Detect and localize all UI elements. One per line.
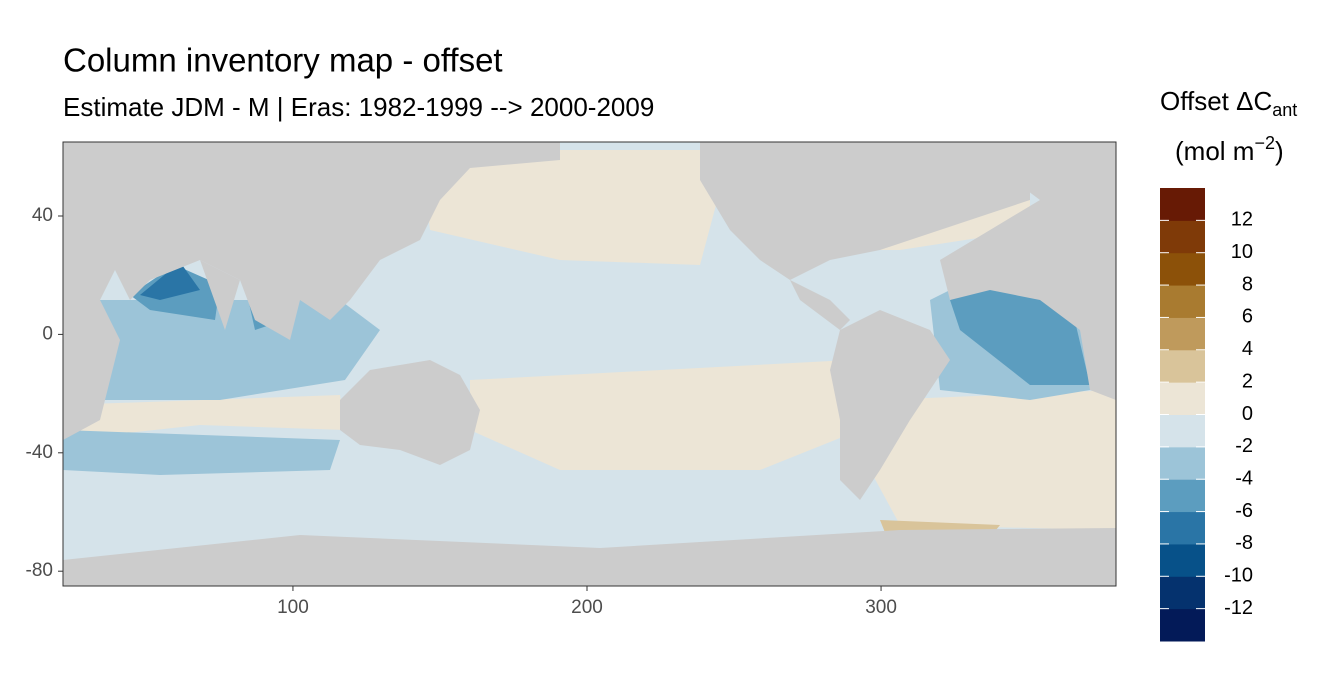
y-tick-label: -80 bbox=[26, 560, 53, 581]
colorbar-label: 6 bbox=[1242, 306, 1253, 328]
x-tick-label: 300 bbox=[865, 597, 897, 618]
y-tick-label: -40 bbox=[26, 442, 53, 463]
land bbox=[790, 280, 850, 330]
legend-title-main: Offset ΔC bbox=[1160, 86, 1272, 116]
colorbar-bin bbox=[1160, 382, 1205, 415]
land bbox=[200, 260, 240, 330]
colorbar-label: 0 bbox=[1242, 403, 1253, 425]
field-patch bbox=[63, 430, 340, 475]
panel-border bbox=[62, 141, 1117, 587]
field-patch bbox=[420, 150, 720, 265]
colorbar-label: -4 bbox=[1235, 467, 1253, 489]
field-patch bbox=[470, 360, 860, 470]
colorbar-label: 4 bbox=[1242, 338, 1253, 360]
colorbar-bin bbox=[1160, 349, 1205, 383]
colorbar-label: 2 bbox=[1242, 370, 1253, 392]
y-tick-label: 0 bbox=[42, 323, 53, 344]
land bbox=[700, 142, 1030, 280]
colorbar-label: -6 bbox=[1235, 500, 1253, 522]
colorbar-bin bbox=[1160, 252, 1205, 286]
colorbar-label: -2 bbox=[1235, 435, 1253, 457]
legend-unit-sup: −2 bbox=[1254, 133, 1275, 153]
field-patch bbox=[140, 262, 200, 300]
legend-title-sub: ant bbox=[1272, 100, 1297, 120]
legend-unit-end: ) bbox=[1275, 136, 1284, 166]
colorbar-bin bbox=[1160, 220, 1205, 254]
colorbar-bin bbox=[1160, 479, 1205, 513]
field-patch bbox=[870, 390, 1116, 530]
map bbox=[62, 141, 1117, 587]
x-tick-label: 100 bbox=[277, 597, 309, 618]
chart-title: Column inventory map - offset bbox=[63, 42, 503, 79]
map-layers bbox=[63, 142, 1116, 586]
legend-title: Offset ΔCant bbox=[1160, 86, 1297, 120]
colorbar-label: 8 bbox=[1242, 273, 1253, 295]
land bbox=[63, 142, 560, 440]
colorbar-bin bbox=[1160, 446, 1205, 480]
field-patch bbox=[63, 395, 345, 440]
colorbar-label: -10 bbox=[1224, 565, 1253, 587]
y-tick-label: 40 bbox=[32, 205, 53, 226]
colorbar-bin bbox=[1160, 543, 1205, 577]
land bbox=[63, 528, 1116, 586]
land bbox=[830, 310, 950, 500]
legend-unit-main: (mol m bbox=[1175, 136, 1254, 166]
field-patch bbox=[63, 300, 380, 400]
colorbar-bin bbox=[1160, 608, 1205, 642]
colorbar-bin bbox=[1160, 511, 1205, 545]
land bbox=[940, 142, 1116, 400]
chart-subtitle: Estimate JDM - M | Eras: 1982-1999 --> 2… bbox=[63, 92, 654, 122]
colorbar-label: 10 bbox=[1231, 241, 1253, 263]
colorbar-label: -8 bbox=[1235, 532, 1253, 554]
legend-unit: (mol m−2) bbox=[1175, 133, 1284, 166]
colorbar-bin bbox=[1160, 576, 1205, 610]
colorbar-label: 12 bbox=[1231, 209, 1253, 231]
land bbox=[340, 360, 480, 465]
colorbar-label: -12 bbox=[1224, 597, 1253, 619]
colorbar-bin bbox=[1160, 188, 1205, 221]
x-tick-label: 200 bbox=[571, 597, 603, 618]
colorbar-bin bbox=[1160, 317, 1205, 351]
colorbar-bin bbox=[1160, 414, 1205, 448]
colorbar-bin bbox=[1160, 285, 1205, 318]
